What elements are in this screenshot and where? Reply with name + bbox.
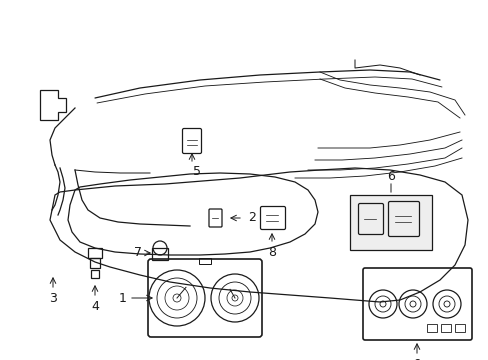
Text: 2: 2: [247, 211, 255, 225]
Bar: [454, 324, 464, 332]
Bar: [91, 270, 99, 278]
Text: 5: 5: [193, 166, 201, 179]
Text: 9: 9: [412, 357, 420, 360]
Bar: [349, 195, 431, 250]
Bar: [88, 248, 102, 258]
Text: 3: 3: [49, 292, 57, 305]
Bar: [152, 248, 168, 260]
Bar: [199, 258, 210, 264]
Text: 4: 4: [91, 300, 99, 312]
Bar: [426, 324, 436, 332]
Text: 6: 6: [386, 171, 394, 184]
Text: 1: 1: [119, 292, 127, 305]
Text: 8: 8: [267, 246, 275, 258]
Bar: [90, 258, 100, 268]
Text: 7: 7: [134, 247, 142, 260]
Bar: [440, 324, 450, 332]
